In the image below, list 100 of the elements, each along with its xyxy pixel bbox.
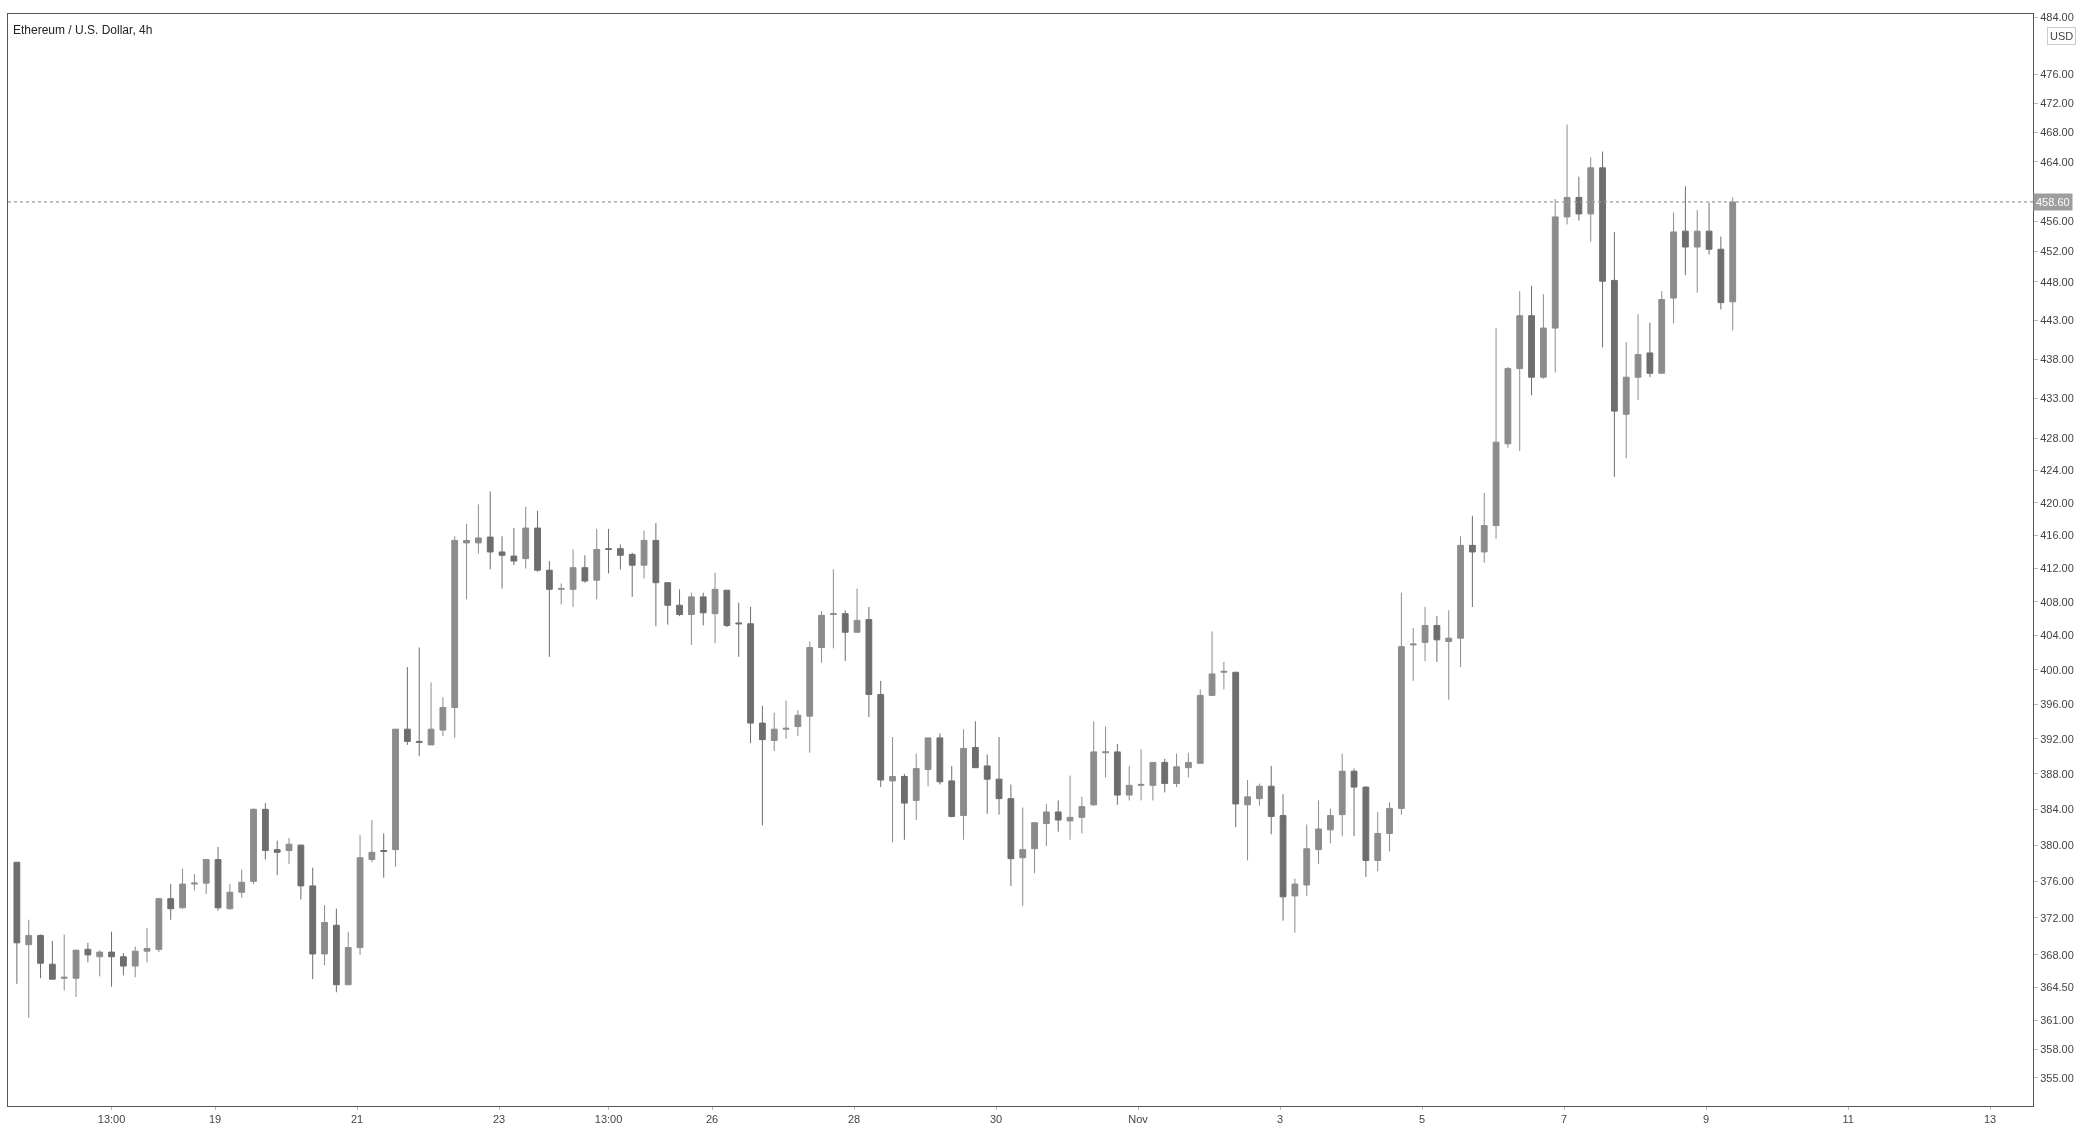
candlestick <box>309 867 317 980</box>
candlestick <box>1610 231 1618 478</box>
candlestick <box>72 948 80 998</box>
candlestick <box>427 682 435 746</box>
candlestick <box>1374 811 1382 872</box>
candlestick <box>1184 752 1192 778</box>
candlestick <box>238 869 246 899</box>
candlestick <box>1457 535 1464 668</box>
candlestick <box>1386 801 1393 852</box>
candlestick <box>285 837 293 865</box>
candlestick <box>652 522 660 627</box>
candlestick <box>1220 661 1228 690</box>
candlestick <box>1326 807 1334 844</box>
candlestick <box>273 840 281 876</box>
candlestick <box>486 490 494 570</box>
x-tick-label: 7 <box>1561 1113 1568 1126</box>
candlestick <box>1468 515 1476 608</box>
candlestick <box>108 931 115 988</box>
candlestick <box>1681 185 1689 276</box>
candlestick <box>179 868 186 910</box>
candlestick <box>1599 151 1606 348</box>
x-tick-label: Nov <box>1128 1113 1149 1126</box>
candlestick <box>557 583 565 605</box>
candlestick <box>1397 592 1405 816</box>
candlestick <box>1232 671 1240 828</box>
y-tick-label: 464.00 <box>2040 155 2074 168</box>
candlestick <box>1516 290 1524 452</box>
candlestick <box>403 666 411 746</box>
candlestick <box>1587 156 1595 243</box>
candlestick <box>1717 235 1725 311</box>
candlestick <box>1445 609 1453 701</box>
candlestick <box>1729 196 1737 331</box>
candlestick <box>119 952 127 976</box>
candlestick <box>924 737 932 787</box>
y-tick-label: 358.00 <box>2040 1043 2074 1055</box>
candlestick <box>1409 627 1417 682</box>
x-tick-label: 5 <box>1419 1113 1426 1126</box>
candlestick <box>474 503 482 555</box>
y-tick-label: 361.00 <box>2040 1014 2074 1027</box>
ref-line-label: 458.60 <box>2036 196 2070 208</box>
candlestick <box>214 846 222 912</box>
candlestick <box>1480 492 1488 564</box>
candlestick <box>1196 688 1204 764</box>
candlestick <box>1173 753 1180 788</box>
candlestick <box>356 834 364 956</box>
candlestick <box>1149 761 1157 801</box>
y-tick-label: 433.00 <box>2040 392 2074 405</box>
candlestick <box>1350 768 1358 837</box>
y-tick-label: 400.00 <box>2040 663 2074 676</box>
candlestick <box>1137 748 1145 801</box>
candlestick <box>1504 366 1512 449</box>
candlestick <box>569 548 577 608</box>
candlestick <box>1646 322 1654 378</box>
x-tick-label: 23 <box>492 1113 506 1126</box>
candlestick <box>1433 615 1441 663</box>
y-tick-label: 412.00 <box>2040 562 2074 575</box>
candlestick <box>332 908 340 993</box>
candlestick <box>498 535 506 590</box>
candlestick <box>889 736 896 843</box>
candlestick <box>948 765 956 818</box>
y-tick-label: 472.00 <box>2040 97 2074 110</box>
x-tick-label: 28 <box>847 1113 861 1126</box>
candlestick <box>664 582 672 626</box>
x-tick-label: 26 <box>705 1113 719 1126</box>
candlestick <box>699 592 707 626</box>
candlestick <box>463 523 470 600</box>
candlestick <box>451 535 459 739</box>
x-tick-label: 9 <box>1703 1113 1710 1126</box>
candlestick <box>368 819 376 863</box>
y-tick-label: 420.00 <box>2040 496 2074 509</box>
candlestick <box>344 931 352 986</box>
candlestick <box>687 592 695 646</box>
y-tick-label: 468.00 <box>2040 126 2074 139</box>
candlestick <box>1421 606 1429 662</box>
candlestick <box>1031 822 1038 874</box>
x-tick-label: 3 <box>1277 1113 1284 1126</box>
candlestick <box>25 919 33 1019</box>
candlestick <box>226 883 234 911</box>
candlestick <box>865 606 873 718</box>
candlestick <box>510 527 518 566</box>
text: Ethereum / U.S. Dollar, 4h <box>13 23 153 38</box>
candlestick <box>1102 726 1109 778</box>
candlestick <box>794 709 802 737</box>
candlestick <box>37 934 44 979</box>
y-tick-label: 476.00 <box>2040 68 2074 81</box>
candlestick <box>1539 293 1547 380</box>
candlestick <box>960 728 967 841</box>
candlestick <box>877 680 885 788</box>
candlestick <box>735 602 743 658</box>
x-tick-label: 19 <box>208 1113 222 1126</box>
candlestick <box>297 843 305 901</box>
y-tick-label: 364.50 <box>2040 981 2074 994</box>
candlestick <box>605 528 612 575</box>
candlestick <box>1622 341 1630 459</box>
y-tick-label: 416.00 <box>2040 529 2074 542</box>
candlestick <box>747 606 754 744</box>
candlestick <box>48 940 56 980</box>
candlestick <box>1492 327 1500 540</box>
candlestick <box>1090 720 1098 807</box>
candlestick <box>60 934 68 991</box>
